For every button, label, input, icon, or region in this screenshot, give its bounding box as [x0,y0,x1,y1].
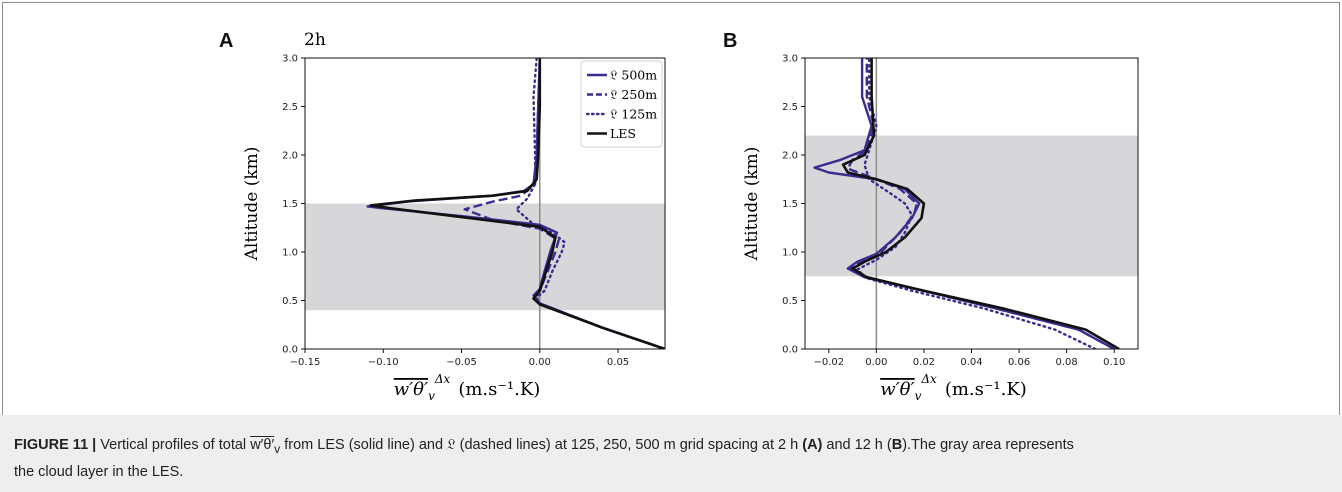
x-tick-label: −0.10 [368,357,399,368]
series-line-les [369,58,665,349]
x-tick-label: 0.00 [529,357,551,368]
caption-symbol: w′θ′ [250,437,275,453]
x-tick-label: 0.02 [913,357,935,368]
x-tick-label: 0.10 [1103,357,1125,368]
x-label-subscript: v [428,389,435,403]
figure-charts: −0.15 −0.10 −0.05 0.00 0.05 0.0 0.5 1.0 1.5 2.0 2.… [219,30,1139,403]
y-tick-label: 1.5 [282,199,298,210]
caption-part: and 12 h ( [822,437,892,453]
caption-part: Vertical profiles of total [100,437,251,453]
y-tick-label: 3.0 [282,54,298,65]
y-tick-label: 1.5 [782,199,798,210]
x-label-symbol: w′θ′ [394,379,428,400]
x-label-superscript: Δx [920,372,937,386]
y-axis-label: Altitude (km) [742,147,762,262]
x-label-unit: (m.s⁻¹.K) [458,379,540,400]
series-group [366,58,665,349]
x-tick-label: 0.04 [960,357,982,368]
x-tick-label: 0.08 [1056,357,1078,368]
legend: 𝔏 500m 𝔏 250m 𝔏 125m LES [580,60,663,148]
panel-b: −0.02 0.00 0.02 0.04 0.06 0.08 0.10 0.0 0.5 1.0 1.… [723,30,1139,403]
caption-box [0,415,1342,492]
cloud-layer-shade [805,135,1138,277]
x-tick-label: −0.15 [290,357,321,368]
series-group [813,58,1120,349]
x-tick-label: −0.05 [446,357,477,368]
series-line-125m [856,58,1097,349]
x-label-unit: (m.s⁻¹.K) [945,379,1027,400]
x-label-subscript: v [915,389,922,403]
panel-a: −0.15 −0.10 −0.05 0.00 0.05 0.0 0.5 1.0 1.5 2.0 2.… [219,30,666,403]
panel-letter: A [219,30,233,52]
legend-entry-label: 𝔏 250m [610,87,657,102]
y-tick-label: 1.0 [282,248,298,259]
series-line-125m [515,58,665,349]
y-tick-label: 0.0 [282,345,298,356]
x-axis-label: w′θ′v Δx (m.s⁻¹.K) [394,372,541,403]
y-tick-label: 0.5 [782,296,798,307]
x-label-superscript: Δx [434,372,451,386]
legend-entry-label: 𝔏 500m [610,68,657,83]
caption-part: the cloud layer in the LES. [14,463,184,480]
caption-panel-ref: (A) [802,437,823,453]
x-tick-label: 0.00 [865,357,887,368]
series-line-les [841,58,1120,349]
x-tick-label: 0.06 [1008,357,1030,368]
y-tick-label: 2.5 [782,102,798,113]
y-tick-label: 2.5 [282,102,298,113]
y-tick-label: 0.5 [282,296,298,307]
panel-letter: B [723,30,737,52]
caption-part: from LES (solid line) and 𝔏 (dashed line… [280,437,803,453]
legend-entry-label: 𝔏 125m [610,107,657,122]
time-annotation: 2h [304,30,326,50]
x-label-symbol: w′θ′ [880,379,914,400]
y-tick-label: 2.0 [282,151,298,162]
x-tick-label: 0.05 [607,357,629,368]
legend-entry-label: LES [610,126,636,141]
caption-panel-ref: B [891,437,903,453]
caption-subscript: v [274,441,281,456]
caption-part: ).The gray area represents [902,437,1074,453]
figure-caption: FIGURE 11 | Vertical profiles of total w… [14,434,1314,484]
y-tick-label: 2.0 [782,151,798,162]
y-tick-label: 3.0 [782,54,798,65]
caption-label: FIGURE 11 | [14,437,97,453]
y-tick-label: 1.0 [782,248,798,259]
x-axis-label: w′θ′v Δx (m.s⁻¹.K) [880,372,1027,403]
x-tick-label: −0.02 [813,357,844,368]
legend-box [580,60,663,148]
y-axis-label: Altitude (km) [242,147,262,262]
y-tick-label: 0.0 [782,345,798,356]
